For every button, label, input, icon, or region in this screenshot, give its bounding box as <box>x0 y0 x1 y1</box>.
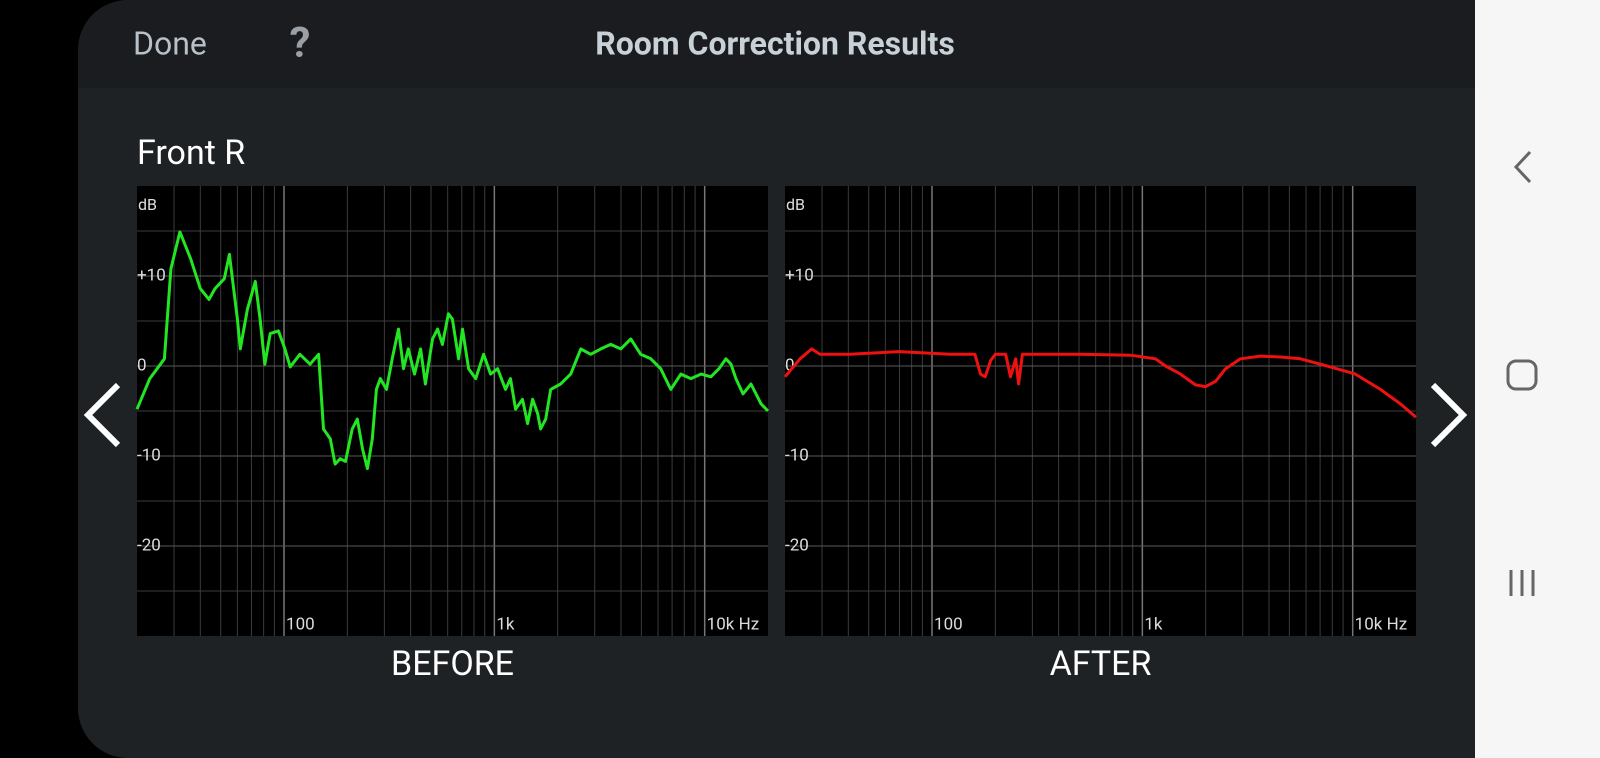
nav-back[interactable] <box>1513 150 1532 184</box>
chart-title: BEFORE <box>391 644 514 684</box>
y-tick-label: -10 <box>785 445 809 465</box>
x-tick-label: 1k <box>1144 614 1163 634</box>
y-axis-label: dB <box>786 195 805 214</box>
chart-title: AFTER <box>1050 644 1152 684</box>
y-tick-label: -20 <box>785 535 809 555</box>
y-tick-label: +10 <box>785 265 814 285</box>
x-tick-label: 10k Hz <box>1355 614 1408 634</box>
y-tick-label: 0 <box>785 355 795 375</box>
done-button[interactable]: Done <box>133 24 207 62</box>
y-axis-label: dB <box>138 195 157 214</box>
nav-recent[interactable] <box>1509 570 1535 596</box>
prev-arrow[interactable] <box>83 382 121 448</box>
x-tick-label: 100 <box>286 614 315 634</box>
response-curve <box>783 347 1417 419</box>
help-button[interactable]: ? <box>290 19 311 68</box>
x-tick-label: 10k Hz <box>707 614 760 634</box>
section-title: Front R <box>137 133 245 173</box>
y-tick-label: -20 <box>137 535 161 555</box>
y-tick-label: +10 <box>137 265 166 285</box>
x-tick-label: 1k <box>496 614 515 634</box>
screen-title: Room Correction Results <box>595 24 955 62</box>
header-bar <box>78 0 1475 88</box>
nav-home[interactable] <box>1506 359 1538 391</box>
y-tick-label: 0 <box>137 355 147 375</box>
next-arrow[interactable] <box>1430 382 1468 448</box>
response-curve <box>135 230 770 471</box>
x-tick-label: 100 <box>934 614 963 634</box>
y-tick-label: -10 <box>137 445 161 465</box>
